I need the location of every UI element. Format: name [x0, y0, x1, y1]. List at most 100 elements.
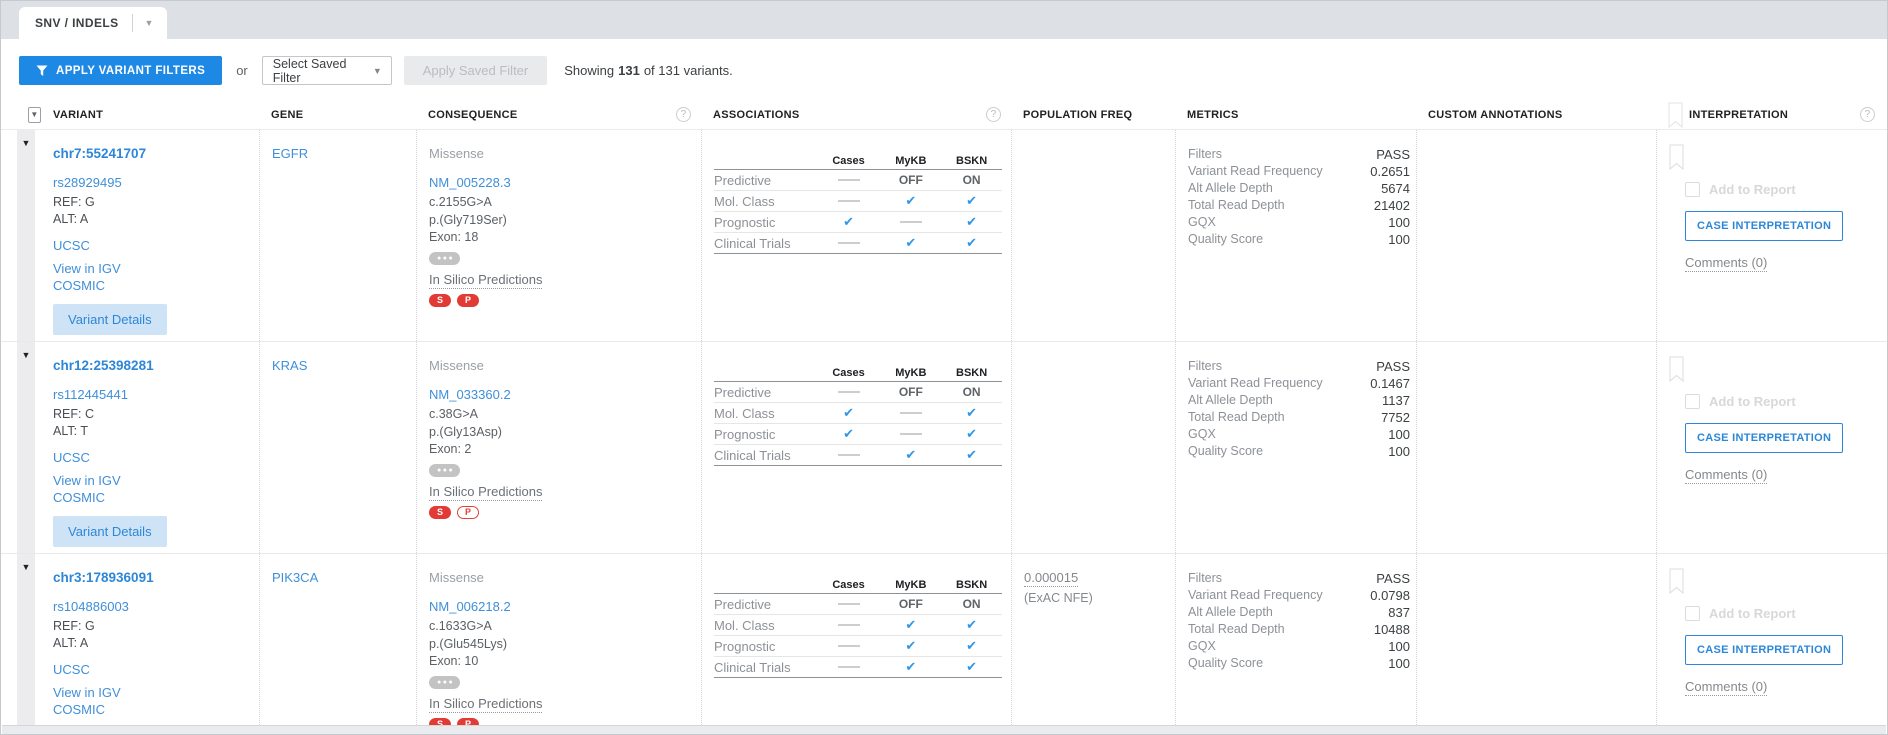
gene-cell: PIK3CA	[259, 554, 416, 735]
population-frequency-value[interactable]: 0.000015	[1024, 570, 1078, 587]
view-in-igv-link[interactable]: View in IGV	[53, 685, 259, 700]
in-silico-predictions-link[interactable]: In Silico Predictions	[429, 484, 542, 501]
gene-cell: KRAS	[259, 342, 416, 553]
assoc-value	[941, 171, 1002, 189]
in-silico-predictions-link[interactable]: In Silico Predictions	[429, 272, 542, 289]
population-freq-cell	[1011, 342, 1175, 553]
assoc-value	[880, 404, 941, 422]
add-to-report-checkbox[interactable]	[1685, 394, 1700, 409]
add-to-report-checkbox[interactable]	[1685, 606, 1700, 621]
collapse-row-icon[interactable]: ▼	[22, 350, 31, 553]
tab-bar: SNV / INDELS ▼	[1, 1, 1887, 39]
metric-row: GQX100	[1188, 214, 1410, 231]
collapse-row-icon[interactable]: ▼	[22, 562, 31, 735]
ucsc-link[interactable]: UCSC	[53, 238, 259, 253]
apply-variant-filters-button[interactable]: APPLY VARIANT FILTERS	[19, 56, 222, 85]
prediction-badge-p[interactable]: P	[457, 294, 479, 307]
variant-details-button[interactable]: Variant Details	[53, 304, 167, 335]
gene-link[interactable]: KRAS	[272, 358, 307, 373]
variant-locus-link[interactable]: chr3:178936091	[53, 570, 259, 585]
case-interpretation-button[interactable]: CASE INTERPRETATION	[1685, 635, 1843, 665]
more-transcripts-icon[interactable]: ●●●	[429, 676, 460, 689]
prediction-badges: S P	[429, 294, 701, 307]
metric-row: Total Read Depth21402	[1188, 197, 1410, 214]
bookmark-icon[interactable]	[1669, 568, 1684, 594]
associations-cell: Cases MyKB BSKN Predictive Mol. Class	[701, 130, 1011, 341]
consequence-help-icon[interactable]	[676, 107, 691, 122]
variant-locus-link[interactable]: chr12:25398281	[53, 358, 259, 373]
tab-snv-indels[interactable]: SNV / INDELS ▼	[19, 7, 167, 39]
case-interpretation-button[interactable]: CASE INTERPRETATION	[1685, 211, 1843, 241]
assoc-value	[817, 213, 881, 231]
metric-row: FiltersPASS	[1188, 146, 1410, 163]
bookmark-icon[interactable]	[1669, 356, 1684, 382]
ucsc-link[interactable]: UCSC	[53, 450, 259, 465]
associations-help-icon[interactable]	[986, 107, 1001, 122]
apply-saved-filter-button[interactable]: Apply Saved Filter	[404, 56, 548, 85]
metric-row: GQX100	[1188, 638, 1410, 655]
alt-value: ALT: T	[53, 423, 259, 440]
select-all-checkbox[interactable]: ▼	[28, 107, 41, 123]
transcript-link[interactable]: NM_005228.3	[429, 175, 701, 190]
cosmic-link[interactable]: COSMIC	[53, 490, 259, 505]
add-to-report: Add to Report	[1685, 394, 1887, 409]
assoc-row-label: Predictive	[714, 173, 817, 188]
variant-cell: chr12:25398281 rs112445441 REF: C ALT: T…	[41, 342, 259, 553]
variant-count: 131	[618, 63, 640, 78]
case-interpretation-button[interactable]: CASE INTERPRETATION	[1685, 423, 1843, 453]
transcript-link[interactable]: NM_033360.2	[429, 387, 701, 402]
rsid-link[interactable]: rs112445441	[53, 387, 259, 402]
assoc-col-cases: Cases	[817, 365, 881, 379]
assoc-row-label: Predictive	[714, 385, 817, 400]
collapse-row-icon[interactable]: ▼	[22, 138, 31, 341]
assoc-col-bskn: BSKN	[941, 153, 1002, 167]
rsid-link[interactable]: rs28929495	[53, 175, 259, 190]
gene-link[interactable]: PIK3CA	[272, 570, 318, 585]
tab-divider	[132, 14, 133, 32]
tab-chevron-down-icon[interactable]: ▼	[144, 18, 167, 28]
assoc-value	[817, 234, 881, 252]
saved-filter-select[interactable]: Select Saved Filter ▼	[262, 56, 392, 85]
variant-cell: chr7:55241707 rs28929495 REF: G ALT: A U…	[41, 130, 259, 341]
assoc-value	[941, 637, 1002, 655]
cosmic-link[interactable]: COSMIC	[53, 278, 259, 293]
cosmic-link[interactable]: COSMIC	[53, 702, 259, 717]
more-transcripts-icon[interactable]: ●●●	[429, 252, 460, 265]
view-in-igv-link[interactable]: View in IGV	[53, 473, 259, 488]
in-silico-predictions-link[interactable]: In Silico Predictions	[429, 696, 542, 713]
cdna-change: c.1633G>A	[429, 618, 701, 636]
consequence-type: Missense	[429, 570, 701, 585]
prediction-badge-p[interactable]: P	[457, 506, 479, 519]
population-freq-cell: 0.000015 (ExAC NFE)	[1011, 554, 1175, 735]
variant-details-button[interactable]: Variant Details	[53, 516, 167, 547]
variant-locus-link[interactable]: chr7:55241707	[53, 146, 259, 161]
row-gutter: ▼	[17, 130, 35, 341]
table-row: ▼ chr12:25398281 rs112445441 REF: C ALT:…	[1, 342, 1887, 554]
bookmark-icon[interactable]	[1669, 144, 1684, 170]
add-to-report-checkbox[interactable]	[1685, 182, 1700, 197]
comments-link[interactable]: Comments (0)	[1685, 679, 1767, 696]
assoc-value	[817, 425, 881, 443]
rsid-link[interactable]: rs104886003	[53, 599, 259, 614]
metric-row: FiltersPASS	[1188, 358, 1410, 375]
prediction-badge-s[interactable]: S	[429, 294, 451, 307]
interpretation-help-icon[interactable]	[1860, 107, 1875, 122]
ucsc-link[interactable]: UCSC	[53, 662, 259, 677]
or-label: or	[236, 63, 248, 78]
more-transcripts-icon[interactable]: ●●●	[429, 464, 460, 477]
table-row: ▼ chr7:55241707 rs28929495 REF: G ALT: A…	[1, 130, 1887, 342]
gene-link[interactable]: EGFR	[272, 146, 308, 161]
metric-row: Quality Score100	[1188, 231, 1410, 248]
assoc-value	[817, 637, 881, 655]
view-in-igv-link[interactable]: View in IGV	[53, 261, 259, 276]
metrics-cell: FiltersPASS Variant Read Frequency0.0798…	[1175, 554, 1416, 735]
prediction-badge-s[interactable]: S	[429, 506, 451, 519]
horizontal-scrollbar[interactable]	[2, 725, 1886, 734]
metric-row: FiltersPASS	[1188, 570, 1410, 587]
comments-link[interactable]: Comments (0)	[1685, 467, 1767, 484]
comments-link[interactable]: Comments (0)	[1685, 255, 1767, 272]
assoc-value	[817, 595, 881, 613]
transcript-link[interactable]: NM_006218.2	[429, 599, 701, 614]
assoc-value	[817, 383, 881, 401]
assoc-value	[817, 446, 881, 464]
